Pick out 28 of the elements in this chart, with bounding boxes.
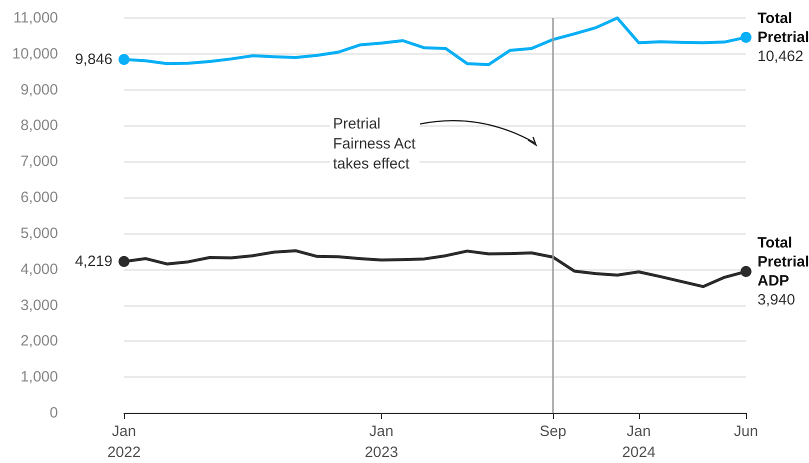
- y-tick-label: 5,000: [20, 224, 58, 242]
- y-tick-label: 0: [50, 404, 58, 422]
- y-tick-label: 10,000: [12, 45, 58, 62]
- y-tick-label: 8,000: [20, 117, 58, 134]
- y-tick-label: 4,000: [20, 260, 58, 278]
- point: [118, 54, 130, 65]
- x-tick-label: Jun: [734, 423, 758, 440]
- point: [740, 32, 752, 43]
- data-label: 9,846: [74, 50, 112, 68]
- x-tick-label: Jan 2024: [622, 423, 656, 461]
- point: [740, 266, 752, 278]
- x-tick-label: Jan 2023: [364, 423, 398, 461]
- data-label: 4,219: [74, 253, 112, 270]
- y-tick-label: 7,000: [20, 153, 58, 170]
- annotation: Pretrial Fairness Act takes effect: [333, 116, 416, 172]
- y-tick-label: 2,000: [20, 332, 58, 350]
- series-label: Total Pretrial ADP: [758, 234, 809, 290]
- data-label: 10,462: [758, 48, 804, 65]
- y-tick-label: 3,000: [20, 296, 58, 314]
- y-tick-label: 1,000: [20, 368, 58, 386]
- point: [118, 256, 130, 267]
- x-tick-label: Jan 2022: [107, 423, 141, 461]
- y-tick-label: 9,000: [20, 81, 58, 98]
- data-label: 3,940: [758, 292, 796, 309]
- y-tick-label: 11,000: [13, 10, 58, 26]
- series-label: Total Pretrial: [758, 10, 809, 46]
- y-tick-label: 6,000: [20, 189, 58, 206]
- x-tick-label: Sep: [540, 423, 566, 440]
